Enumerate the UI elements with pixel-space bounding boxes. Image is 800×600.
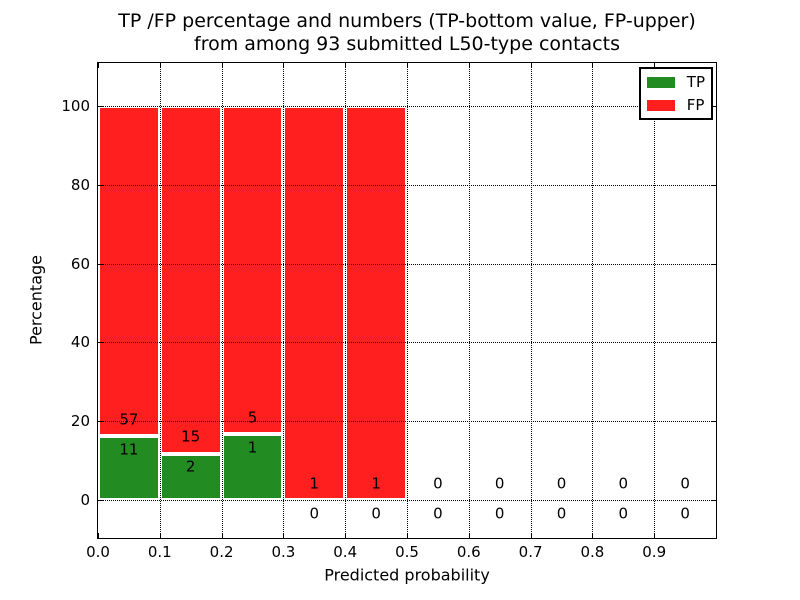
fp-count-label: 0 <box>556 474 567 493</box>
legend-label-tp: TP <box>686 73 705 91</box>
x-tick-label: 0.1 <box>147 543 172 561</box>
x-tick-label: 0.4 <box>333 543 358 561</box>
y-axis-tick <box>98 421 103 423</box>
y-axis-right-tick <box>711 263 716 265</box>
x-axis-top-tick <box>530 63 532 68</box>
legend: TP FP <box>638 67 713 120</box>
vertical-gridline <box>345 63 347 538</box>
x-tick-label: 0.9 <box>642 543 667 561</box>
y-axis-tick <box>98 105 103 107</box>
y-tick-label: 80 <box>70 175 90 194</box>
fp-bar-segment <box>283 105 346 501</box>
tp-count-label: 0 <box>556 504 567 523</box>
y-axis-right-tick <box>711 184 716 186</box>
tp-count-label: 0 <box>618 504 629 523</box>
x-tick-label: 0.7 <box>518 543 543 561</box>
tp-color-swatch <box>646 76 675 88</box>
y-axis-tick <box>98 500 103 502</box>
y-tick-label: 60 <box>70 254 90 273</box>
x-axis-top-tick <box>345 63 347 68</box>
x-axis-tick <box>654 533 656 538</box>
tp-count-label: 0 <box>309 504 320 523</box>
vertical-gridline <box>530 63 532 538</box>
fp-bar-segment <box>98 105 160 437</box>
y-axis-right-tick <box>711 500 716 502</box>
x-axis-top-tick <box>592 63 594 68</box>
vertical-gridline <box>159 63 161 538</box>
x-axis-tick <box>468 533 470 538</box>
fp-count-label: 0 <box>433 474 443 493</box>
chart-title-line2: from among 93 submitted L50-type contact… <box>194 33 620 55</box>
x-axis-tick <box>407 533 408 538</box>
y-axis-right-tick <box>711 342 716 344</box>
tp-count-label: 0 <box>371 504 381 523</box>
x-axis-top-tick <box>468 63 470 68</box>
legend-item-tp: TP <box>646 73 705 91</box>
fp-bar-segment <box>221 105 284 435</box>
chart-title-line1: TP /FP percentage and numbers (TP-bottom… <box>118 10 696 32</box>
y-tick-label: 100 <box>61 96 90 115</box>
tp-count-label: 11 <box>119 440 139 459</box>
vertical-gridline <box>592 63 594 538</box>
x-axis-top-tick <box>98 63 99 68</box>
tp-count-label: 2 <box>185 457 196 476</box>
fp-bar-segment <box>345 105 407 501</box>
x-axis-tick <box>592 533 594 538</box>
x-tick-label: 0.6 <box>456 543 481 561</box>
y-tick-label: 20 <box>70 412 90 431</box>
vertical-gridline <box>283 63 285 538</box>
y-axis-right-tick <box>711 105 716 107</box>
vertical-gridline <box>221 63 223 538</box>
fp-count-label: 1 <box>371 474 381 493</box>
x-axis-tick <box>530 533 532 538</box>
fp-count-label: 0 <box>680 474 690 493</box>
x-axis-tick <box>221 533 223 538</box>
plot-area: TP FP 57 11 15 2 5 1 1 0 1 0 0 0 0 0 0 0 0 0 0 0 <box>97 62 717 539</box>
fp-count-label: 0 <box>494 474 505 493</box>
y-tick-label: 0 <box>80 491 90 510</box>
x-axis-top-tick <box>283 63 285 68</box>
x-axis-top-tick <box>221 63 223 68</box>
tp-count-label: 0 <box>494 504 505 523</box>
fp-bar-segment <box>159 105 222 454</box>
fp-count-label: 57 <box>119 410 139 429</box>
chart-title: TP /FP percentage and numbers (TP-bottom… <box>118 10 696 56</box>
legend-label-fp: FP <box>686 96 705 114</box>
y-axis-tick <box>98 342 103 344</box>
x-axis-tick <box>345 533 347 538</box>
y-tick-label: 40 <box>70 333 90 352</box>
y-axis-tick <box>98 184 103 186</box>
x-tick-label: 0.5 <box>395 543 419 561</box>
fp-count-label: 0 <box>618 474 629 493</box>
x-tick-label: 0.2 <box>209 543 234 561</box>
fp-count-label: 15 <box>181 427 201 446</box>
x-axis-top-tick <box>159 63 161 68</box>
fp-count-label: 5 <box>247 408 258 427</box>
x-axis-tick <box>283 533 285 538</box>
fp-count-label: 1 <box>309 474 320 493</box>
legend-item-fp: FP <box>646 96 705 114</box>
fp-color-swatch <box>646 99 675 111</box>
y-axis-right-tick <box>711 421 716 423</box>
x-axis-tick <box>159 533 161 538</box>
x-tick-label: 0.0 <box>86 543 110 561</box>
y-axis-tick <box>98 263 103 265</box>
x-tick-label: 0.8 <box>580 543 605 561</box>
tp-bar-segment <box>98 436 160 501</box>
x-tick-label: 0.3 <box>271 543 296 561</box>
x-axis-top-tick <box>407 63 408 68</box>
tp-count-label: 0 <box>680 504 690 523</box>
x-axis-tick <box>98 533 99 538</box>
vertical-gridline <box>654 63 656 538</box>
y-axis-label: Percentage <box>26 254 46 346</box>
tp-count-label: 1 <box>247 438 258 457</box>
x-axis-top-tick <box>654 63 656 68</box>
vertical-gridline <box>468 63 470 538</box>
vertical-gridline <box>407 63 408 538</box>
x-axis-label: Predicted probability <box>324 565 490 585</box>
tp-count-label: 0 <box>433 504 443 523</box>
